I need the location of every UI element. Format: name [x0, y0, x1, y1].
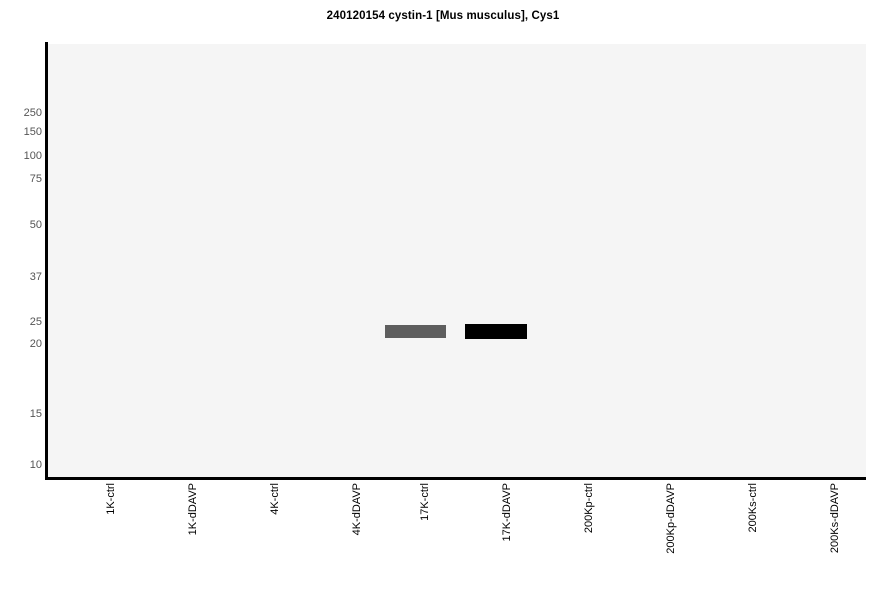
gel-band	[385, 325, 446, 338]
x-axis-lane-label: 17K-ctrl	[419, 483, 431, 521]
y-axis-tick-labels: 250 150 100 75 50 37 25 20 15 10	[0, 0, 42, 595]
y-axis-tick-label: 150	[23, 126, 42, 138]
y-axis-tick-label: 25	[29, 316, 42, 328]
y-axis-tick-label: 15	[29, 408, 42, 420]
x-axis-lane-label: 4K-ctrl	[269, 483, 281, 515]
y-axis-tick-label: 50	[29, 219, 42, 231]
x-axis-lane-label: 1K-dDAVP	[187, 483, 199, 536]
x-axis-lane-label: 200Kp-dDAVP	[665, 483, 677, 554]
x-axis-line	[45, 477, 866, 480]
y-axis-tick-label: 20	[29, 338, 42, 350]
x-axis-lane-label: 17K-dDAVP	[501, 483, 513, 542]
page-title: 240120154 cystin-1 [Mus musculus], Cys1	[326, 10, 560, 22]
y-axis-line	[45, 42, 48, 480]
y-axis-tick-label: 75	[29, 173, 42, 185]
x-axis-lane-label: 4K-dDAVP	[351, 483, 363, 536]
x-axis-lane-label: 200Kp-ctrl	[583, 483, 595, 534]
x-axis-lane-label: 200Ks-dDAVP	[829, 483, 841, 554]
y-axis-tick-label: 10	[29, 459, 42, 471]
x-axis-lane-label: 1K-ctrl	[105, 483, 117, 515]
y-axis-tick-label: 250	[23, 107, 42, 119]
plot-panel	[48, 44, 866, 477]
gel-band	[465, 324, 527, 339]
x-axis-lane-label: 200Ks-ctrl	[747, 483, 759, 533]
y-axis-tick-label: 100	[23, 150, 42, 162]
y-axis-tick-label: 37	[29, 271, 42, 283]
